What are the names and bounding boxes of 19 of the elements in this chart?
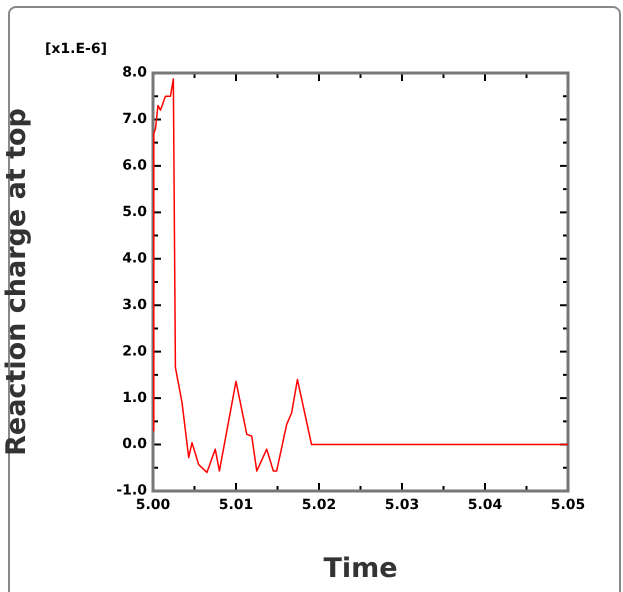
text: [x1.E-6] — [45, 41, 108, 57]
x-tick-label: 5.04 — [468, 497, 503, 514]
x-axis-title: Time — [323, 552, 398, 584]
y-tick-label: 0.0 — [122, 436, 148, 452]
y-tick-label: -1.0 — [116, 482, 148, 499]
y-axis-title: Reaction charge at top — [1, 108, 32, 456]
y-tick-label: 6.0 — [122, 158, 148, 174]
y-tick-label: 4.0 — [122, 250, 148, 266]
y-tick-label: 3.0 — [122, 296, 148, 313]
y-tick-label: 8.0 — [122, 64, 148, 81]
y-tick-label: 2.0 — [122, 343, 148, 360]
x-tick-label: 5.01 — [218, 497, 254, 514]
y-tick-label: 5.0 — [122, 204, 148, 220]
x-tick-label: 5.05 — [550, 497, 586, 514]
x-tick-label: 5.00 — [136, 497, 171, 514]
y-tick-label: 7.0 — [122, 111, 148, 128]
x-tick-label: 5.02 — [302, 497, 336, 514]
y-tick-label: 1.0 — [122, 390, 148, 406]
x-tick-label: 5.03 — [384, 497, 420, 514]
